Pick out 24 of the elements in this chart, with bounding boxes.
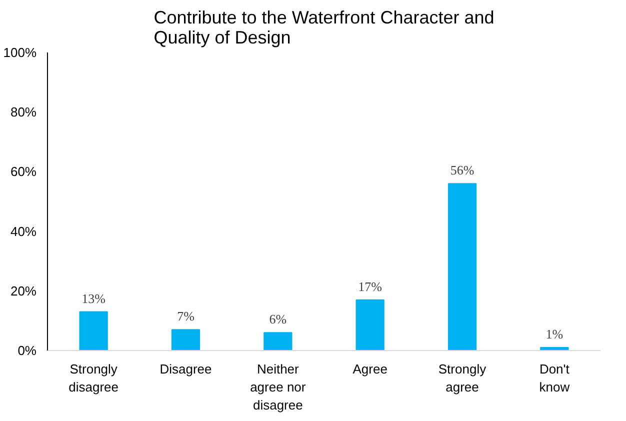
- x-tick-label: Don't know: [539, 362, 570, 394]
- y-tick-label: 0%: [18, 343, 37, 358]
- y-tick-label: 80%: [10, 104, 37, 120]
- x-tick-label: Strongly disagree: [68, 362, 119, 394]
- y-tick-label: 60%: [10, 164, 37, 180]
- data-label: 7%: [177, 308, 195, 324]
- data-label: 6%: [269, 312, 287, 327]
- data-label: 1%: [546, 326, 564, 342]
- y-tick-label: 100%: [3, 45, 37, 60]
- data-label: 56%: [450, 162, 474, 178]
- bar: [448, 183, 477, 350]
- bar: [264, 332, 292, 350]
- y-tick-label: 40%: [10, 224, 37, 239]
- chart-title: Contribute to the Waterfront Character and Quality of Design: [154, 8, 494, 48]
- y-tick-label: 20%: [10, 283, 37, 298]
- data-label: 17%: [358, 278, 382, 294]
- x-tick-label: Disagree: [160, 362, 212, 376]
- x-tick-label: Neither agree nor disagree: [250, 362, 306, 412]
- bar: [356, 299, 384, 350]
- bar: [171, 329, 200, 350]
- x-tick-label: Agree: [352, 362, 388, 376]
- x-tick-label: Strongly agree: [438, 362, 487, 394]
- bar: [79, 311, 108, 350]
- data-label: 13%: [82, 290, 106, 306]
